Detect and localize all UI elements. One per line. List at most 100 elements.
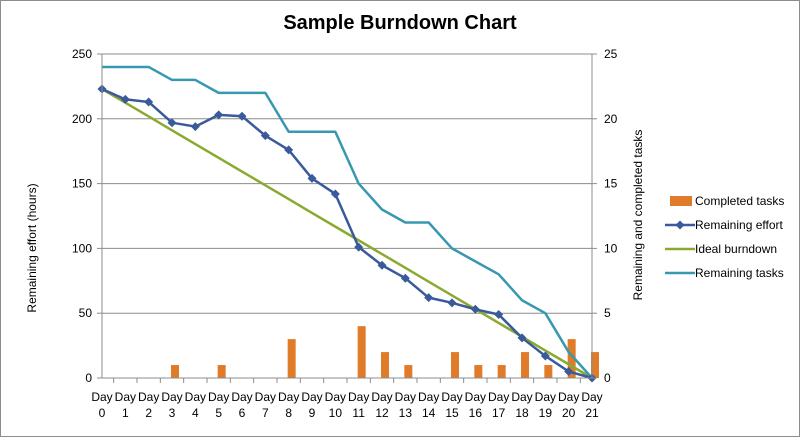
y-tick-label: 50: [79, 306, 93, 320]
x-tick-label-prefix: Day: [91, 390, 112, 404]
marker-remaining-effort: [330, 189, 340, 199]
legend-label-ideal-burndown: Ideal burndown: [695, 242, 777, 256]
x-tick-label-prefix: Day: [255, 390, 276, 404]
bar-completed-tasks: [287, 339, 296, 378]
bar-completed-tasks: [404, 365, 413, 378]
y-tick-label: 200: [72, 112, 92, 126]
x-tick-label: 20: [562, 406, 576, 420]
x-tick-label: 5: [215, 406, 222, 420]
marker-remaining-effort: [354, 242, 364, 252]
x-tick-label-prefix: Day: [465, 390, 486, 404]
x-tick-label: 2: [145, 406, 152, 420]
line-remaining-tasks: [102, 65, 593, 379]
marker-remaining-effort: [447, 298, 457, 308]
y-tick-label: 250: [72, 47, 92, 61]
bar-completed-tasks: [567, 339, 576, 378]
x-tick-label: 6: [239, 406, 246, 420]
marker-remaining-effort: [540, 351, 550, 361]
x-tick-label: 21: [585, 406, 599, 420]
x-tick-label: 13: [399, 406, 413, 420]
y2-tick-label: 15: [604, 177, 618, 191]
x-tick-label-prefix: Day: [535, 390, 556, 404]
marker-remaining-effort: [564, 367, 574, 377]
x-tick-label-prefix: Day: [301, 390, 322, 404]
x-tick-label-prefix: Day: [441, 390, 462, 404]
x-tick-label-prefix: Day: [348, 390, 369, 404]
x-tick-label: 3: [169, 406, 176, 420]
x-tick-label: 0: [99, 406, 106, 420]
marker-remaining-effort: [377, 260, 387, 270]
line-remaining-effort: [101, 87, 593, 380]
x-tick-label: 8: [285, 406, 292, 420]
marker-remaining-effort: [494, 309, 504, 319]
bar-completed-tasks: [474, 365, 483, 378]
x-tick-label-prefix: Day: [488, 390, 509, 404]
x-tick-label-prefix: Day: [395, 390, 416, 404]
marker-remaining-effort: [424, 293, 434, 303]
legend-label-completed-tasks: Completed tasks: [695, 194, 784, 208]
y-tick-label: 0: [85, 371, 92, 385]
bar-completed-tasks: [171, 365, 179, 378]
bar-completed-tasks: [217, 365, 226, 378]
bar-completed-tasks: [521, 352, 529, 378]
y2-tick-label: 25: [604, 47, 618, 61]
marker-remaining-effort: [190, 122, 200, 132]
y2-tick-label: 10: [604, 241, 618, 255]
marker-remaining-effort: [260, 131, 270, 141]
x-tick-label-prefix: Day: [418, 390, 439, 404]
marker-remaining-effort: [517, 333, 527, 343]
x-tick-label-prefix: Day: [161, 390, 182, 404]
chart-title: Sample Burndown Chart: [283, 12, 517, 34]
x-tick-label-prefix: Day: [371, 390, 392, 404]
x-tick-label-prefix: Day: [558, 390, 579, 404]
x-tick-label: 11: [352, 406, 365, 420]
bar-completed-tasks: [357, 326, 366, 378]
legend-marker-remaining-effort: [675, 220, 685, 230]
legend: Completed tasks Remaining effort Ideal bur…: [665, 194, 784, 280]
legend-swatch-completed-tasks: [670, 196, 692, 206]
marker-remaining-effort: [214, 110, 224, 120]
x-tick-label: 17: [492, 406, 506, 420]
y-tick-label: 100: [72, 241, 92, 255]
x-tick-label-prefix: Day: [325, 390, 346, 404]
y2-tick-label: 5: [604, 306, 611, 320]
marker-remaining-effort: [144, 97, 154, 107]
x-tick-label-prefix: Day: [231, 390, 252, 404]
x-tick-label-prefix: Day: [115, 390, 136, 404]
line-ideal-burndown: [101, 87, 593, 380]
marker-remaining-effort: [120, 94, 130, 104]
x-tick-label-prefix: Day: [208, 390, 229, 404]
x-tick-label-prefix: Day: [511, 390, 532, 404]
x-tick-label: 19: [539, 406, 553, 420]
marker-remaining-effort: [307, 173, 317, 183]
y2-tick-label: 20: [604, 112, 618, 126]
x-tick-label: 1: [122, 406, 129, 420]
bar-completed-tasks: [544, 365, 553, 378]
marker-remaining-effort: [470, 304, 480, 314]
bar-completed-tasks: [451, 352, 459, 378]
y2-tick-label: 0: [604, 371, 611, 385]
legend-label-remaining-tasks: Remaining tasks: [695, 266, 784, 280]
bar-completed-tasks: [381, 352, 389, 378]
x-tick-label-prefix: Day: [581, 390, 602, 404]
x-tick-label: 9: [309, 406, 316, 420]
bar-completed-tasks: [497, 365, 506, 378]
marker-remaining-effort: [237, 111, 247, 121]
x-tick-label: 12: [375, 406, 389, 420]
marker-remaining-effort: [167, 118, 177, 128]
bar-completed-tasks: [591, 352, 599, 378]
x-tick-label: 4: [192, 406, 199, 420]
x-tick-label-prefix: Day: [185, 390, 206, 404]
x-tick-label: 7: [262, 406, 269, 420]
x-tick-label: 16: [469, 406, 483, 420]
x-tick-label-prefix: Day: [138, 390, 159, 404]
y-tick-label: 150: [72, 177, 92, 191]
y2-axis-label: Remaining and completed tasks: [631, 130, 645, 301]
x-tick-label: 15: [445, 406, 459, 420]
y-axis-label: Remaining effort (hours): [25, 183, 39, 312]
x-tick-label: 18: [515, 406, 529, 420]
legend-label-remaining-effort: Remaining effort: [695, 218, 783, 232]
marker-remaining-effort: [400, 273, 410, 283]
marker-remaining-effort: [284, 145, 294, 155]
